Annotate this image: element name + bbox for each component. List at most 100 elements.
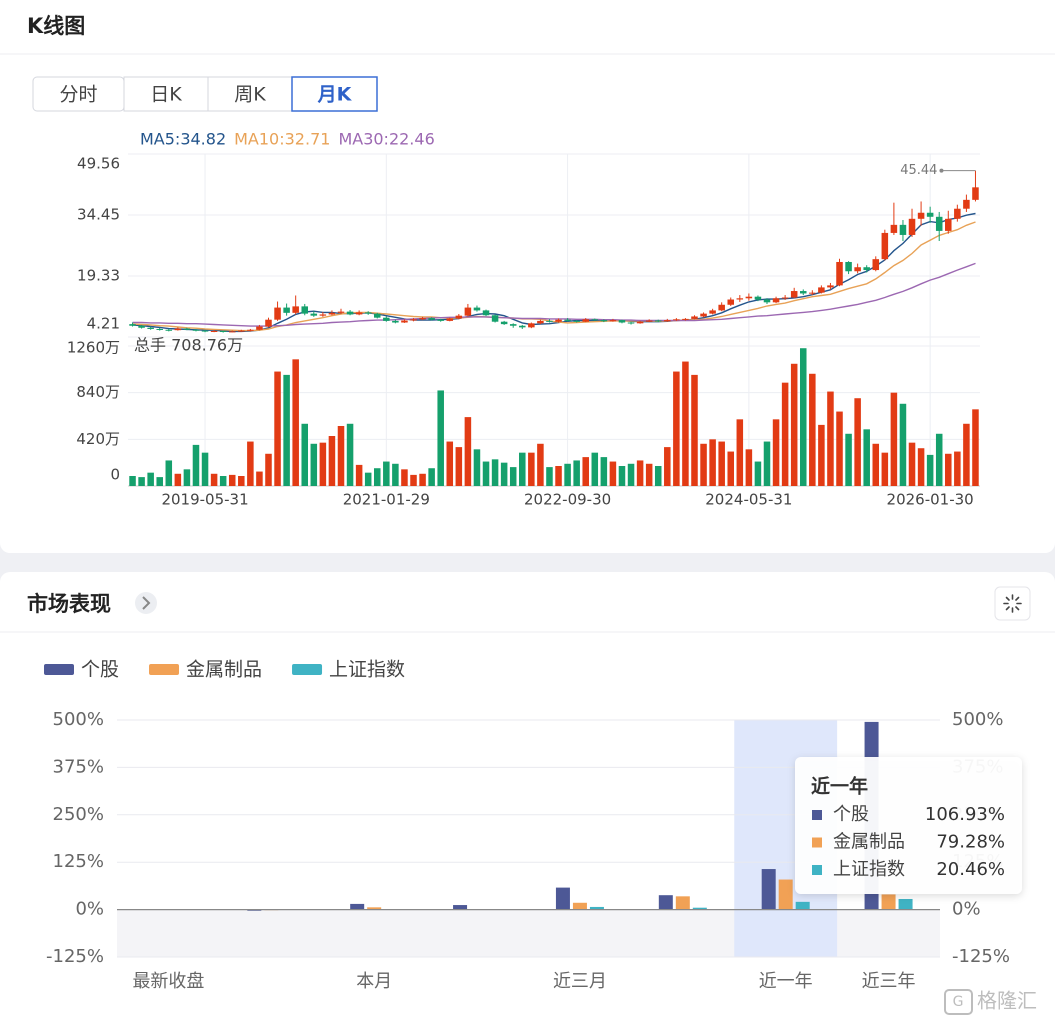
ma-line [132,262,976,327]
candle-body [600,320,608,322]
x-tick-label: 近一年 [759,971,813,992]
y-tick-label: 375% [53,756,104,777]
volume-bar [600,457,608,486]
tabs: 分时 日K 周K 月K [32,76,378,112]
candle-body [582,319,589,322]
volume-bar [754,461,762,486]
volume-bar [555,466,562,486]
candle-body [482,310,490,316]
candle-body [917,212,925,219]
volume-bar [156,477,163,486]
volume-bar [165,460,173,486]
candle-body [654,320,662,322]
volume-bar [718,441,725,486]
ma-line [132,221,976,332]
candle-body [863,267,870,271]
candle-body [528,323,535,328]
volume-bar [537,443,544,486]
candle-body [473,307,481,311]
bar [898,898,913,910]
candle-body [872,259,880,271]
volume-bar [899,403,907,486]
volume-bar [863,429,870,486]
volume-bar [682,361,689,486]
bar [778,879,793,910]
volume-tick-label: 840万 [76,383,120,401]
tab-label[interactable]: 日K [150,84,182,106]
candle-body [546,320,553,322]
x-tick-label: 近三年 [862,971,916,992]
volume-bar [228,474,236,486]
volume-bar [455,447,463,486]
x-tick-label: 最新收盘 [132,971,204,992]
volume-bar [963,423,970,486]
volume-bar [183,469,191,486]
volume-bar [247,441,254,486]
candle-body [754,296,762,300]
candle-body [899,224,907,235]
volume-bar [428,468,435,486]
volume-bar [283,374,290,486]
legend-swatch [149,664,180,675]
candle-body [274,307,281,320]
more-button[interactable] [135,592,157,614]
tooltip-swatch [812,837,822,848]
kline-title: K线图 [27,14,85,38]
volume-bar [709,439,716,486]
volume-bar [872,443,880,486]
candle-body [419,318,426,320]
volume-bar [364,472,372,486]
candle-body [963,199,970,209]
candle-body [219,330,227,332]
candle-body [673,319,680,321]
candle-body [854,267,861,272]
volume-bar [627,463,635,486]
bar [453,905,468,910]
candle-body [781,297,789,299]
volume-title: 总手 708.76万 [134,336,243,355]
candle-body [664,320,671,322]
legend-label: 金属制品 [186,659,262,681]
tab-label[interactable]: 周K [234,84,266,106]
tab-box [123,76,209,112]
x-tick-label: 近三月 [553,971,607,992]
tab-label[interactable]: 月K [317,84,353,106]
volume-bar [727,451,735,486]
volume-tick-label: 0 [110,466,120,484]
candle-body [401,320,408,323]
volume-bar [464,417,472,486]
volume-bar [972,409,979,486]
volume-bar [772,419,780,486]
tab[interactable]: 月K [291,76,378,112]
candle-body [328,312,336,315]
candle-body [763,299,771,303]
candle-body [455,315,463,319]
candle-body [636,321,644,324]
high-label: 45.44 [900,163,937,178]
volume-bar [935,433,943,486]
candle-body [201,330,209,332]
tab[interactable]: 周K [207,76,293,112]
volume-bar [546,467,553,486]
y-tick-label: 49.56 [77,155,120,173]
legend-label: 上证指数 [329,659,405,681]
candle-body [881,232,889,260]
volume-bar [219,476,227,486]
tab-label[interactable]: 分时 [59,84,97,106]
market-title: 市场表现 [27,592,111,616]
volume-bar [238,476,245,486]
watermark: G 格隆汇 [944,989,1037,1015]
volume-bar [645,463,653,486]
tab[interactable]: 日K [123,76,209,112]
x-tick-label: 2024-05-31 [705,491,792,509]
tab[interactable]: 分时 [32,76,125,112]
volume-bar [926,454,934,486]
candle-body [437,319,444,321]
candle-body [392,320,399,323]
legend-swatch [292,664,323,675]
volume-bar [618,466,626,486]
tooltip-name: 金属制品 [833,832,905,853]
settings-button[interactable] [994,586,1031,621]
candle-body [183,328,191,330]
